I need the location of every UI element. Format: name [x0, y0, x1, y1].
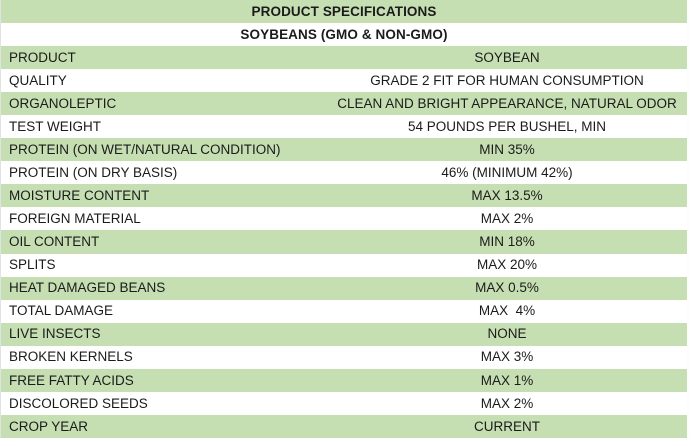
table-row: SPLITS MAX 20% [1, 253, 687, 277]
spec-value: SOYBEAN [474, 49, 540, 65]
spec-value: MAX 4% [478, 303, 536, 319]
spec-label: SPLITS [9, 257, 56, 273]
spec-label: DISCOLORED SEEDS [9, 395, 148, 411]
table-row: ORGANOLEPTIC CLEAN AND BRIGHT APPEARANCE,… [1, 92, 687, 116]
spec-value: CLEAN AND BRIGHT APPEARANCE, NATURAL ODO… [337, 95, 677, 111]
spec-value: GRADE 2 FIT FOR HUMAN CONSUMPTION [370, 72, 644, 88]
spec-label: QUALITY [9, 72, 67, 88]
table-subtitle-row: SOYBEANS (GMO & NON-GMO) [1, 23, 687, 47]
spec-value: 46% (MINIMUM 42%) [441, 165, 573, 181]
table-row: BROKEN KERNELS MAX 3% [1, 345, 687, 369]
spec-label: FOREIGN MATERIAL [9, 211, 141, 227]
table-subtitle: SOYBEANS (GMO & NON-GMO) [240, 26, 448, 42]
table-row: TEST WEIGHT 54 POUNDS PER BUSHEL, MIN [1, 115, 687, 139]
spec-label: PROTEIN (ON DRY BASIS) [9, 165, 178, 181]
table-title: PRODUCT SPECIFICATIONS [251, 3, 437, 19]
table-row: TOTAL DAMAGE MAX 4% [1, 299, 687, 323]
spec-label: TOTAL DAMAGE [9, 303, 114, 319]
spec-value: MAX 3% [480, 349, 534, 365]
table-row: FOREIGN MATERIAL MAX 2% [1, 207, 687, 231]
spec-value: MAX 2% [480, 395, 534, 411]
table-row: PROTEIN (ON WET/NATURAL CONDITION) MIN 35… [1, 138, 687, 162]
spec-label: ORGANOLEPTIC [9, 95, 117, 111]
spec-label: FREE FATTY ACIDS [9, 372, 134, 388]
table-row: PRODUCT SOYBEAN [1, 46, 687, 70]
spec-label: PROTEIN (ON WET/NATURAL CONDITION) [9, 142, 281, 158]
spec-label: BROKEN KERNELS [9, 349, 133, 365]
spec-value: NONE [487, 326, 527, 342]
table-row: CROP YEAR CURRENT [1, 414, 687, 438]
spec-value: MAX 0.5% [475, 280, 539, 296]
table-title-row: PRODUCT SPECIFICATIONS [1, 0, 687, 24]
spec-value: MIN 18% [479, 234, 535, 250]
spec-label: OIL CONTENT [9, 234, 100, 250]
spec-value: MIN 35% [479, 142, 535, 158]
spec-value: MAX 2% [480, 211, 534, 227]
table-row: OIL CONTENT MIN 18% [1, 230, 687, 254]
table-row: FREE FATTY ACIDS MAX 1% [1, 368, 687, 392]
table-row: LIVE INSECTS NONE [1, 322, 687, 346]
spec-label: CROP YEAR [9, 418, 89, 434]
spec-label: TEST WEIGHT [9, 119, 102, 134]
table-row: MOISTURE CONTENT MAX 13.5% [1, 184, 687, 208]
table-row: DISCOLORED SEEDS MAX 2% [1, 391, 687, 415]
spec-label: MOISTURE CONTENT [9, 188, 150, 204]
spec-value: 54 POUNDS PER BUSHEL, MIN [407, 119, 607, 134]
table-row: QUALITY GRADE 2 FIT FOR HUMAN CONSUMPTION [1, 69, 687, 93]
spec-label: LIVE INSECTS [9, 326, 101, 342]
spec-value: MAX 20% [476, 257, 538, 273]
table-row: HEAT DAMAGED BEANS MAX 0.5% [1, 276, 687, 300]
spec-value: MAX 13.5% [471, 188, 543, 204]
spec-label: HEAT DAMAGED BEANS [9, 280, 166, 296]
spec-value: MAX 1% [480, 372, 534, 388]
spec-value: CURRENT [474, 418, 540, 434]
spec-label: PRODUCT [9, 49, 76, 65]
table-row: PROTEIN (ON DRY BASIS) 46% (MINIMUM 42%) [1, 161, 687, 185]
